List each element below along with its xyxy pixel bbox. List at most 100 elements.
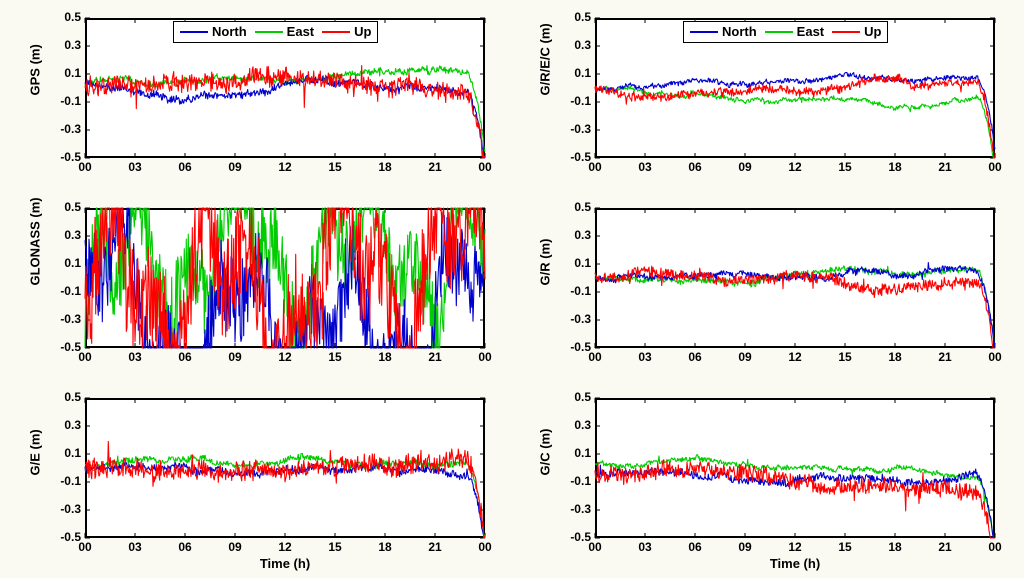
yticklabel: 0.1 xyxy=(41,446,81,460)
xticklabel: 09 xyxy=(223,160,247,174)
xticklabel: 03 xyxy=(123,540,147,554)
legend-swatch-up xyxy=(322,31,350,33)
legend-label: East xyxy=(797,24,824,39)
xticklabel: 09 xyxy=(733,350,757,364)
yticklabel: 0.3 xyxy=(41,38,81,52)
yticklabel: -0.3 xyxy=(41,122,81,136)
yticklabel: -0.3 xyxy=(551,312,591,326)
xticklabel: 03 xyxy=(123,350,147,364)
yticklabel: 0.3 xyxy=(41,228,81,242)
xticklabel: 09 xyxy=(223,540,247,554)
xlabel: Time (h) xyxy=(245,556,325,571)
xticklabel: 00 xyxy=(73,540,97,554)
yticklabel: -0.3 xyxy=(41,312,81,326)
xticklabel: 18 xyxy=(373,350,397,364)
xticklabel: 12 xyxy=(273,160,297,174)
legend-label: North xyxy=(212,24,247,39)
xticklabel: 00 xyxy=(983,160,1007,174)
yticklabel: 0.3 xyxy=(551,38,591,52)
yticklabel: 0.5 xyxy=(41,390,81,404)
xticklabel: 18 xyxy=(373,160,397,174)
xticklabel: 09 xyxy=(733,160,757,174)
yticklabel: 0.5 xyxy=(551,390,591,404)
yticklabel: -0.3 xyxy=(41,502,81,516)
xticklabel: 15 xyxy=(323,160,347,174)
xticklabel: 21 xyxy=(933,540,957,554)
xticklabel: 00 xyxy=(473,350,497,364)
legend: North East Up xyxy=(683,21,888,43)
xticklabel: 06 xyxy=(173,540,197,554)
chart-svg-gr xyxy=(595,208,995,348)
xticklabel: 09 xyxy=(223,350,247,364)
yticklabel: 0.3 xyxy=(41,418,81,432)
yticklabel: -0.3 xyxy=(551,122,591,136)
legend-swatch-east xyxy=(765,31,793,33)
xticklabel: 06 xyxy=(683,160,707,174)
xticklabel: 12 xyxy=(783,350,807,364)
xticklabel: 06 xyxy=(173,350,197,364)
yticklabel: 0.1 xyxy=(551,66,591,80)
xticklabel: 00 xyxy=(73,160,97,174)
legend: North East Up xyxy=(173,21,378,43)
yticklabel: 0.5 xyxy=(41,200,81,214)
xticklabel: 18 xyxy=(373,540,397,554)
yticklabel: -0.1 xyxy=(551,474,591,488)
xticklabel: 15 xyxy=(323,540,347,554)
xticklabel: 00 xyxy=(583,350,607,364)
xticklabel: 21 xyxy=(423,540,447,554)
xticklabel: 15 xyxy=(833,350,857,364)
series-east xyxy=(595,455,995,538)
chart-svg-ge xyxy=(85,398,485,538)
xticklabel: 18 xyxy=(883,540,907,554)
xticklabel: 00 xyxy=(983,540,1007,554)
legend-swatch-east xyxy=(255,31,283,33)
series-up xyxy=(595,74,995,158)
yticklabel: 0.1 xyxy=(41,66,81,80)
chart-svg-glonass xyxy=(85,208,485,348)
xticklabel: 09 xyxy=(733,540,757,554)
xticklabel: 21 xyxy=(933,160,957,174)
series-north xyxy=(85,75,485,158)
xticklabel: 15 xyxy=(323,350,347,364)
yticklabel: 0.1 xyxy=(41,256,81,270)
yticklabel: 0.5 xyxy=(41,10,81,24)
yticklabel: 0.5 xyxy=(551,200,591,214)
xticklabel: 21 xyxy=(933,350,957,364)
xticklabel: 21 xyxy=(423,350,447,364)
yticklabel: 0.1 xyxy=(551,446,591,460)
xticklabel: 15 xyxy=(833,160,857,174)
xticklabel: 15 xyxy=(833,540,857,554)
xticklabel: 00 xyxy=(983,350,1007,364)
xticklabel: 06 xyxy=(683,350,707,364)
legend-label: East xyxy=(287,24,314,39)
yticklabel: -0.1 xyxy=(41,474,81,488)
xticklabel: 00 xyxy=(473,540,497,554)
yticklabel: 0.3 xyxy=(551,228,591,242)
xticklabel: 18 xyxy=(883,350,907,364)
xticklabel: 03 xyxy=(633,540,657,554)
legend-swatch-north xyxy=(180,31,208,33)
xlabel: Time (h) xyxy=(755,556,835,571)
series-east xyxy=(595,86,995,158)
xticklabel: 00 xyxy=(73,350,97,364)
series-up xyxy=(85,66,485,159)
xticklabel: 12 xyxy=(783,540,807,554)
yticklabel: 0.5 xyxy=(551,10,591,24)
series-up xyxy=(85,441,485,538)
xticklabel: 00 xyxy=(583,160,607,174)
legend-label: Up xyxy=(864,24,881,39)
xticklabel: 06 xyxy=(683,540,707,554)
chart-svg-gc xyxy=(595,398,995,538)
yticklabel: -0.1 xyxy=(41,94,81,108)
xticklabel: 12 xyxy=(273,350,297,364)
xticklabel: 18 xyxy=(883,160,907,174)
yticklabel: -0.1 xyxy=(41,284,81,298)
yticklabel: -0.3 xyxy=(551,502,591,516)
series-up xyxy=(595,460,995,538)
yticklabel: 0.1 xyxy=(551,256,591,270)
legend-swatch-north xyxy=(690,31,718,33)
xticklabel: 21 xyxy=(423,160,447,174)
legend-label: Up xyxy=(354,24,371,39)
legend-label: North xyxy=(722,24,757,39)
xticklabel: 12 xyxy=(273,540,297,554)
